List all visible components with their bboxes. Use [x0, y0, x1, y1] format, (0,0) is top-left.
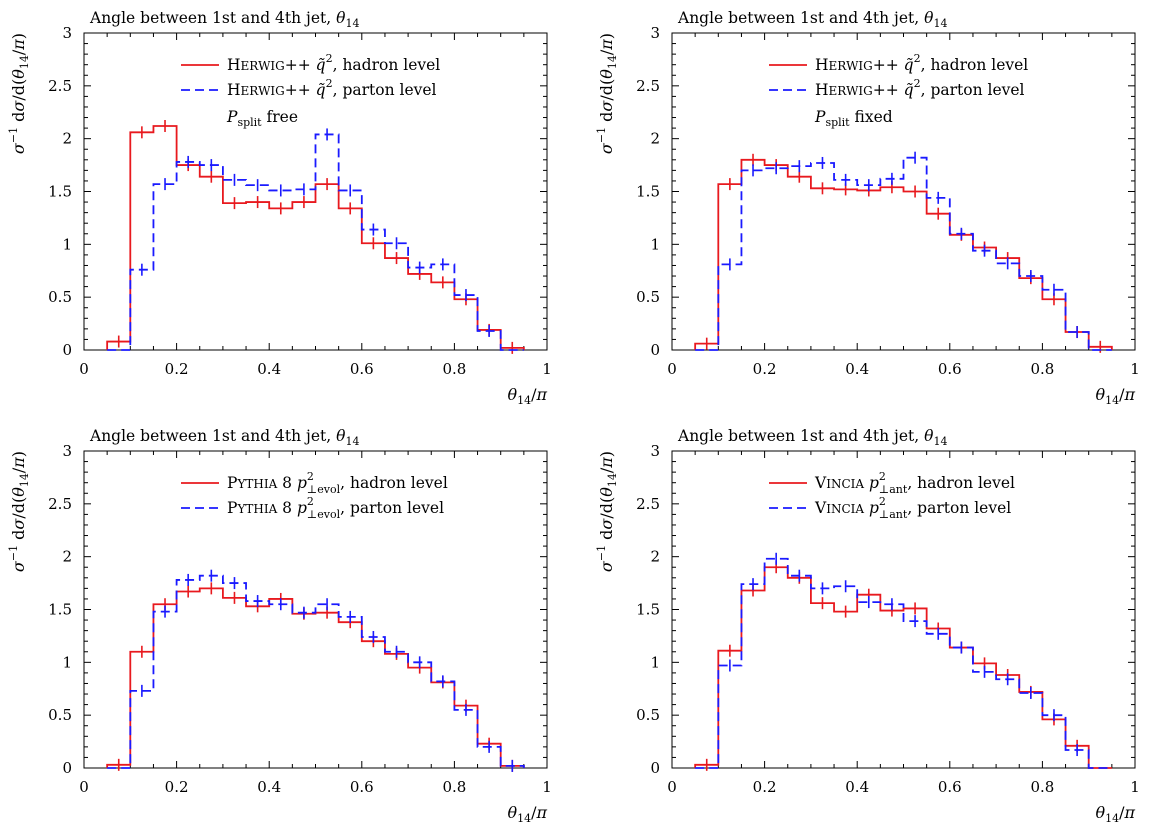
y-tick-label: 2.5 — [636, 77, 660, 95]
y-tick-label: 0.5 — [48, 706, 72, 724]
x-tick-label: 1 — [1130, 778, 1140, 796]
panel-title: Angle between 1st and 4th jet, θ14​ — [677, 9, 947, 30]
panel-title: Angle between 1st and 4th jet, θ14​ — [677, 427, 947, 448]
y-tick-label: 0 — [62, 759, 72, 777]
x-tick-label: 0.2 — [165, 778, 189, 796]
x-axis-label: θ14​/π — [507, 803, 547, 825]
legend-entry: HERWIG++ q̃2, parton level — [227, 77, 437, 99]
y-tick-label: 0 — [650, 341, 660, 359]
series-parton — [695, 151, 1112, 351]
y-tick-label: 1 — [62, 653, 72, 671]
x-tick-label: 0.4 — [845, 360, 869, 378]
series-parton — [107, 569, 525, 772]
y-tick-label: 0.5 — [636, 288, 660, 306]
legend-entry: HERWIG++ q̃2, hadron level — [227, 52, 440, 74]
x-tick-label: 0.4 — [257, 360, 281, 378]
legend-entry: PYTHIA 8 p2 ⊥evol, parton level — [227, 495, 444, 521]
y-tick-label: 1 — [650, 235, 660, 253]
chart-panel-2: Angle between 1st and 4th jet, θ14​ 0 0.2 0… — [595, 9, 1140, 407]
x-tick-label: 0.8 — [442, 360, 466, 378]
y-axis-label: σ−1​ dσ/d(θ14​/π) — [7, 451, 31, 572]
y-tick-label: 3 — [650, 24, 660, 42]
histogram-line — [106, 125, 525, 350]
x-axis-label: θ14​/π — [507, 385, 547, 407]
x-tick-label: 0.6 — [350, 778, 374, 796]
y-axis-label: σ−1​ dσ/d(θ14​/π) — [7, 33, 31, 154]
series-parton — [107, 128, 524, 351]
x-tick-label: 0.8 — [1030, 360, 1054, 378]
x-tick-label: 0 — [79, 360, 89, 378]
histogram-line — [107, 133, 524, 351]
x-tick-label: 0.2 — [753, 778, 777, 796]
series-parton — [695, 552, 1112, 769]
x-axis-label: θ14​/π — [1095, 803, 1135, 825]
x-tick-label: 0.6 — [350, 360, 374, 378]
y-tick-label: 1.5 — [48, 183, 72, 201]
x-tick-label: 0.4 — [257, 778, 281, 796]
legend-entry: HERWIG++ q̃2, parton level — [815, 77, 1025, 99]
legend-entry: VINCIA p2 ⊥ant, hadron level — [814, 470, 1015, 496]
x-tick-label: 0 — [667, 360, 677, 378]
series-hadron — [694, 561, 1112, 771]
y-tick-label: 0 — [650, 759, 660, 777]
y-axis-label: σ−1​ dσ/d(θ14​/π) — [595, 33, 619, 154]
y-tick-label: 0.5 — [48, 288, 72, 306]
legend-entry: VINCIA p2 ⊥ant, parton level — [814, 495, 1011, 521]
y-tick-label: 2 — [650, 130, 660, 148]
x-tick-label: 0 — [79, 778, 89, 796]
x-tick-label: 0.2 — [753, 360, 777, 378]
x-tick-label: 0.4 — [845, 778, 869, 796]
y-tick-label: 2 — [62, 130, 72, 148]
x-tick-label: 0.6 — [938, 778, 962, 796]
x-axis-label: θ14​/π — [1095, 385, 1135, 407]
panel-annotation: Psplit fixed — [814, 108, 893, 129]
y-tick-label: 1.5 — [636, 183, 660, 201]
x-tick-label: 1 — [542, 360, 552, 378]
y-tick-label: 1 — [62, 235, 72, 253]
legend-entry: PYTHIA 8 p2 ⊥evol, hadron level — [227, 470, 448, 496]
chart-panel-3: Angle between 1st and 4th jet, θ14​ 0 0.2 0… — [7, 427, 552, 825]
y-tick-label: 2 — [62, 548, 72, 566]
x-tick-label: 0.8 — [1030, 778, 1054, 796]
y-tick-label: 2.5 — [48, 495, 72, 513]
y-tick-label: 0.5 — [636, 706, 660, 724]
chart-panel-1: Angle between 1st and 4th jet, θ14​ 0 0.2 0… — [7, 9, 552, 407]
x-tick-label: 0 — [667, 778, 677, 796]
y-tick-label: 3 — [650, 442, 660, 460]
chart-panel-4: Angle between 1st and 4th jet, θ14​ 0 0.2 0… — [595, 427, 1140, 825]
y-tick-label: 0 — [62, 341, 72, 359]
series-hadron — [694, 153, 1113, 353]
y-tick-label: 2 — [650, 548, 660, 566]
panel-annotation: Psplit free — [226, 108, 298, 129]
histogram-line — [107, 574, 525, 769]
y-tick-label: 3 — [62, 442, 72, 460]
y-tick-label: 1.5 — [48, 601, 72, 619]
x-tick-label: 0.6 — [938, 360, 962, 378]
histogram-line — [695, 156, 1112, 351]
x-tick-label: 0.8 — [442, 778, 466, 796]
x-tick-label: 1 — [1130, 360, 1140, 378]
x-tick-label: 1 — [542, 778, 552, 796]
histogram-line — [694, 566, 1112, 769]
y-tick-label: 2.5 — [48, 77, 72, 95]
y-tick-label: 3 — [62, 24, 72, 42]
histogram-line — [695, 557, 1112, 769]
y-tick-label: 2.5 — [636, 495, 660, 513]
panel-title: Angle between 1st and 4th jet, θ14​ — [89, 9, 359, 30]
y-tick-label: 1.5 — [636, 601, 660, 619]
y-tick-label: 1 — [650, 653, 660, 671]
x-tick-label: 0.2 — [165, 360, 189, 378]
series-hadron — [106, 119, 525, 354]
histogram-line — [694, 158, 1113, 350]
legend-entry: HERWIG++ q̃2, hadron level — [815, 52, 1028, 74]
histogram-line — [106, 587, 525, 768]
panel-title: Angle between 1st and 4th jet, θ14​ — [89, 427, 359, 448]
y-axis-label: σ−1​ dσ/d(θ14​/π) — [595, 451, 619, 572]
